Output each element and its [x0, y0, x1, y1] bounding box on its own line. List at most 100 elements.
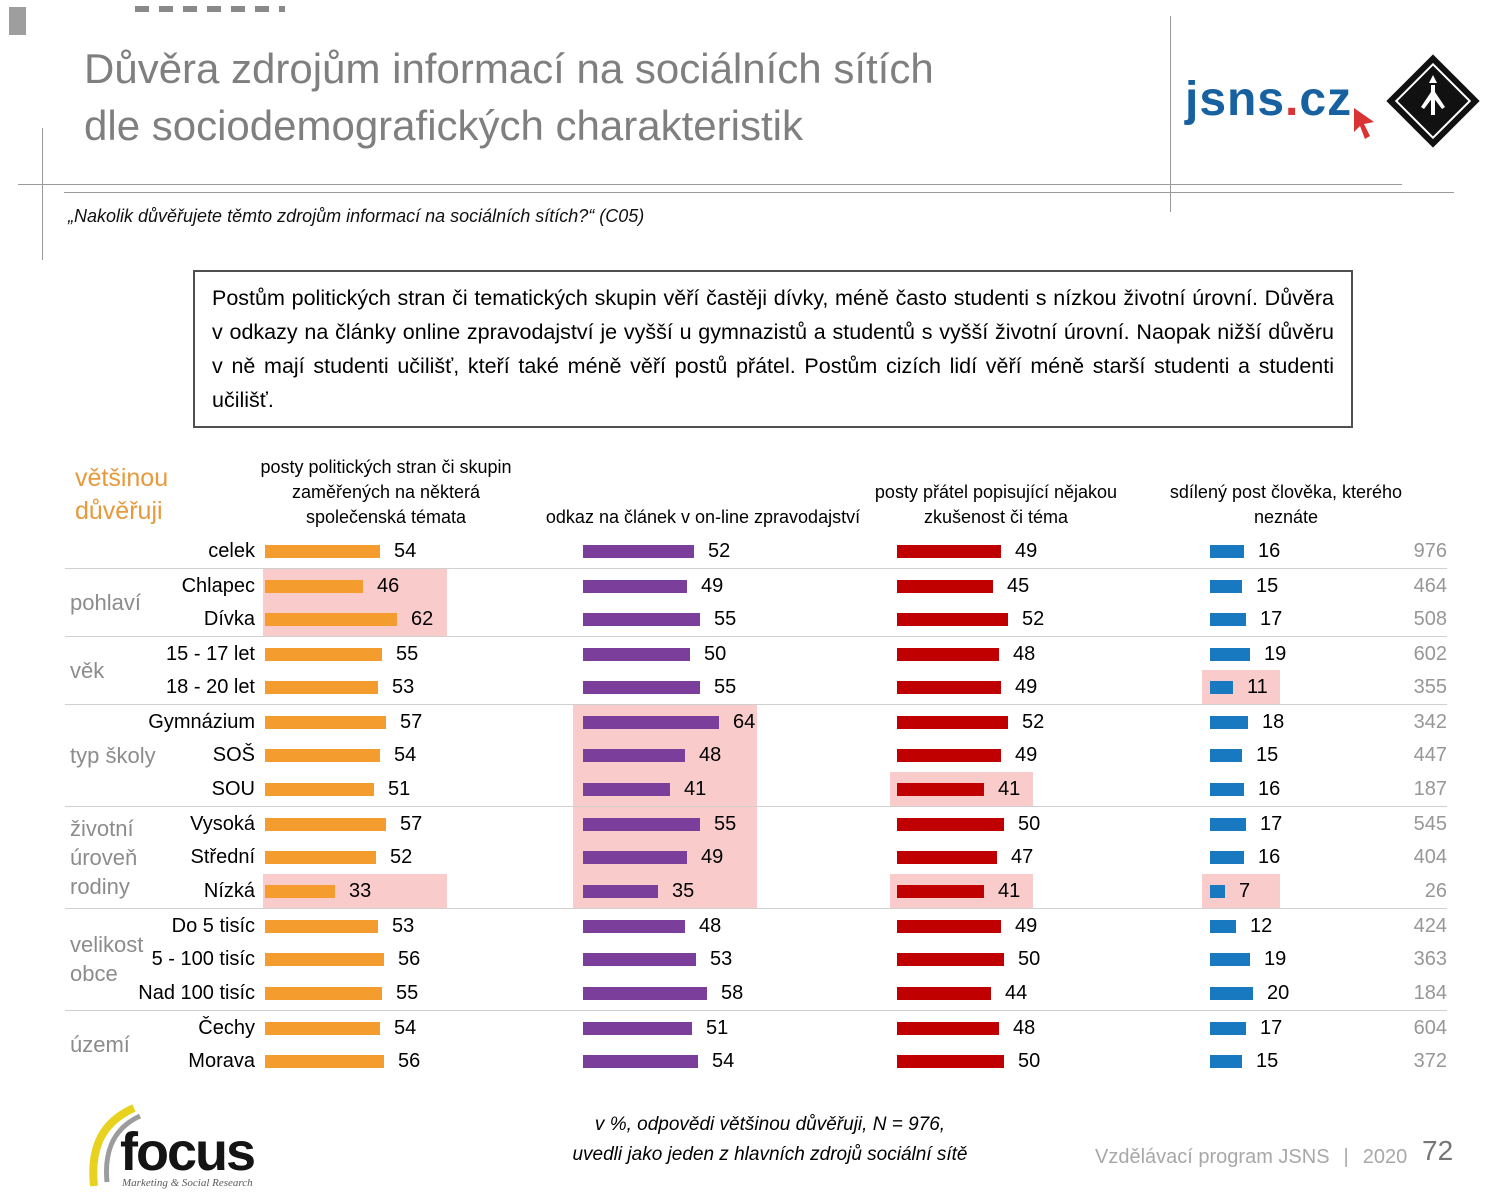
- bar-cell: 16: [1210, 840, 1280, 874]
- bar-value: 11: [1247, 675, 1268, 698]
- bar-cell: 52: [897, 602, 1044, 636]
- bar-value: 48: [1013, 1016, 1036, 1039]
- bar: [583, 680, 700, 694]
- n-value: 355: [1413, 676, 1447, 698]
- bar-cell: 55: [265, 637, 418, 671]
- bar-cell: 35: [583, 874, 694, 908]
- row-label: Do 5 tisíc: [171, 915, 255, 937]
- bar: [265, 1021, 380, 1035]
- group-label: území: [70, 1031, 130, 1057]
- bar-value: 49: [701, 574, 724, 597]
- bar-value: 15: [1256, 743, 1279, 766]
- bar-cell: 54: [265, 534, 416, 568]
- bar-value: 53: [392, 675, 415, 698]
- column-headers: posty politických stran či skupin zaměře…: [0, 446, 1500, 530]
- focus-logo-text: focus: [120, 1122, 254, 1182]
- row-label: Nad 100 tisíc: [138, 982, 255, 1004]
- table-row: Nízká 33 35 41 7 26: [65, 874, 1447, 908]
- bar-cell: 55: [583, 670, 736, 704]
- bar-cell: 49: [897, 670, 1037, 704]
- bar: [897, 647, 999, 661]
- bar-cell: 41: [897, 772, 1020, 806]
- bar-value: 53: [392, 914, 415, 937]
- bar: [1210, 1054, 1242, 1068]
- bar: [583, 952, 696, 966]
- bar: [265, 850, 376, 864]
- n-value: 604: [1413, 1017, 1447, 1039]
- bar-value: 49: [701, 845, 724, 868]
- bar: [897, 817, 1004, 831]
- table-row: Gymnázium 57 64 52 18 342: [65, 704, 1447, 739]
- bar: [583, 1021, 692, 1035]
- table-row: 18 - 20 let 53 55 49 11 355: [65, 670, 1447, 704]
- bar-value: 19: [1264, 947, 1287, 970]
- bar-cell: 11: [1210, 670, 1268, 704]
- bar-cell: 48: [897, 1011, 1035, 1045]
- page-number: 72: [1422, 1135, 1454, 1166]
- bar-value: 45: [1007, 574, 1030, 597]
- bar: [583, 715, 719, 729]
- table-row: Morava 56 54 50 15 372: [65, 1044, 1447, 1078]
- bar-value: 48: [699, 914, 722, 937]
- n-value: 976: [1413, 540, 1447, 562]
- group-label: životní úroveň rodiny: [70, 815, 138, 899]
- table-row: Dívka 62 55 52 17 508: [65, 602, 1447, 636]
- bar: [265, 986, 382, 1000]
- bar-value: 62: [411, 607, 434, 630]
- table-row: Chlapec 46 49 45 15 464: [65, 568, 1447, 603]
- page-title-line1: Důvěra zdrojům informací na sociálních s…: [84, 45, 934, 92]
- bar-cell: 52: [265, 840, 412, 874]
- bar-cell: 52: [897, 705, 1044, 739]
- jsns-logo-tld: cz: [1299, 73, 1353, 126]
- bar-cell: 50: [897, 807, 1040, 841]
- jsns-logo-text: jsns: [1185, 73, 1286, 126]
- bar-value: 19: [1264, 642, 1287, 665]
- bar-cell: 17: [1210, 807, 1282, 841]
- bar-cell: 46: [265, 569, 399, 603]
- bar-value: 49: [1015, 743, 1038, 766]
- footer-note-line1: v %, odpovědi většinou důvěřuji, N = 976…: [594, 1114, 946, 1135]
- bar: [897, 748, 1001, 762]
- bar: [583, 919, 685, 933]
- bar-value: 17: [1260, 607, 1283, 630]
- bar: [1210, 1021, 1246, 1035]
- bar: [583, 1054, 698, 1068]
- row-label: SOU: [211, 778, 255, 800]
- bar-value: 52: [1022, 710, 1045, 733]
- group-label: věk: [70, 657, 105, 683]
- bar-cell: 12: [1210, 909, 1272, 943]
- slide-edge-artifact: [9, 7, 26, 35]
- bar-cell: 49: [897, 909, 1037, 943]
- page-title: Důvěra zdrojům informací na sociálních s…: [84, 40, 934, 154]
- n-value: 508: [1413, 608, 1447, 630]
- column-header-stranger-post: sdílený post člověka, kterého neznáte: [1169, 482, 1403, 527]
- jsns-logo-dot: .: [1285, 73, 1300, 126]
- bar: [583, 850, 687, 864]
- bar-value: 52: [708, 539, 731, 562]
- bar: [897, 986, 991, 1000]
- bar-cell: 55: [583, 807, 736, 841]
- footer-note: v %, odpovědi většinou důvěřuji, N = 976…: [520, 1110, 1020, 1170]
- n-value: 184: [1413, 982, 1447, 1004]
- bar-cell: 19: [1210, 942, 1286, 976]
- table-row: Čechy 54 51 48 17 604: [65, 1010, 1447, 1044]
- bar: [1210, 579, 1242, 593]
- n-value: 545: [1413, 813, 1447, 835]
- bar-cell: 53: [265, 909, 414, 943]
- summary-box: Postům politických stran či tematických …: [193, 270, 1353, 428]
- row-label: Gymnázium: [148, 711, 255, 733]
- bar: [265, 748, 380, 762]
- bar: [1210, 748, 1242, 762]
- bar-cell: 7: [1210, 874, 1250, 908]
- bar-cell: 52: [583, 534, 730, 568]
- bar: [583, 782, 670, 796]
- bar-value: 55: [714, 812, 737, 835]
- bar-cell: 49: [583, 840, 723, 874]
- bar-value: 54: [712, 1049, 735, 1072]
- row-label: 15 - 17 let: [166, 643, 255, 665]
- bar-value: 16: [1258, 539, 1281, 562]
- focus-logo-subtext: Marketing & Social Research: [121, 1177, 253, 1189]
- bar-value: 17: [1260, 812, 1283, 835]
- table-row: Střední 52 49 47 16 404: [65, 840, 1447, 874]
- bar-value: 41: [684, 777, 707, 800]
